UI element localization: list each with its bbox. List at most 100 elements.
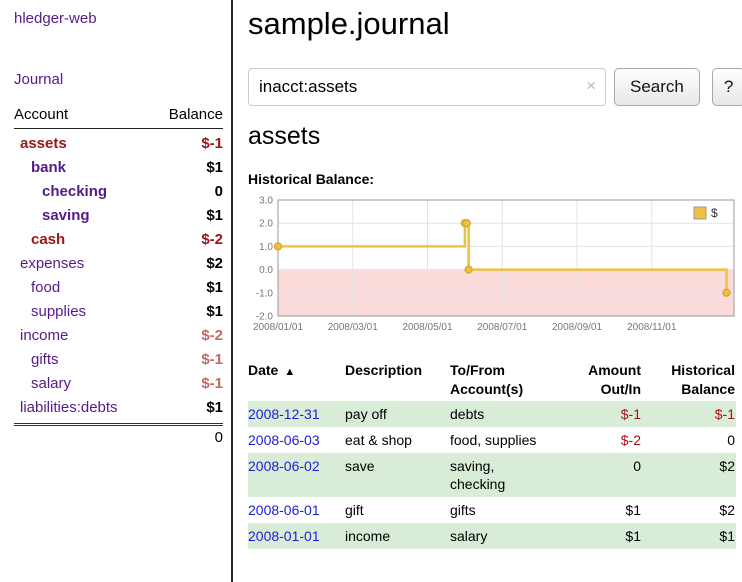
register-row: 2008-06-02 save saving, checking 0 $2 <box>248 453 736 497</box>
data-point-marker <box>464 265 473 274</box>
transaction-balance: $2 <box>719 458 735 474</box>
register-row: 2008-06-03 eat & shop food, supplies $-2 0 <box>248 427 736 453</box>
account-link[interactable]: saving <box>42 207 90 224</box>
accounts-panel: Account Balance assets $-1 bank $1 checking 0… <box>0 106 231 450</box>
svg-text:2008/11/01: 2008/11/01 <box>627 322 677 333</box>
account-balance: $1 <box>206 279 223 296</box>
transaction-amount: $-1 <box>620 406 641 422</box>
transaction-description: save <box>345 458 375 474</box>
data-point-marker <box>273 242 283 251</box>
main-content: sample.journal × Search ? assets Histori… <box>248 0 742 549</box>
account-link[interactable]: food <box>31 279 61 296</box>
transaction-description: income <box>345 528 391 544</box>
account-row: gifts $-1 <box>14 348 223 372</box>
account-row: liabilities:debts $1 <box>14 396 223 420</box>
help-button[interactable]: ? <box>711 68 742 106</box>
account-link[interactable]: income <box>20 327 69 344</box>
transaction-accounts: gifts <box>450 502 476 518</box>
account-row: cash $-2 <box>14 228 223 252</box>
account-balance: $-1 <box>201 135 223 152</box>
chart-container: 3.0 2.0 1.0 0.0 -1.0 -2.0 2008/01/01 2008/03/01… <box>248 195 736 345</box>
clear-search-icon[interactable]: × <box>586 76 596 95</box>
legend-swatch <box>693 206 707 220</box>
account-balance: 0 <box>214 183 223 200</box>
page-title: sample.journal <box>248 6 450 41</box>
account-link[interactable]: checking <box>42 183 108 200</box>
account-link[interactable]: expenses <box>20 255 85 272</box>
account-balance: $1 <box>206 159 223 176</box>
search-bar: × Search ? <box>248 68 742 106</box>
column-header-balance: Historical Balance <box>671 362 735 397</box>
transaction-balance: $-1 <box>714 406 735 422</box>
transaction-balance: $2 <box>719 502 735 518</box>
sidebar-item-journal[interactable]: Journal <box>14 71 64 88</box>
column-header-amount: Amount Out/In <box>588 362 641 397</box>
account-balance: $1 <box>206 207 223 224</box>
transaction-amount: $1 <box>625 502 641 518</box>
search-input[interactable] <box>248 68 606 106</box>
transaction-balance: $1 <box>719 528 735 544</box>
accounts-header: Account Balance <box>14 106 223 129</box>
column-header-date[interactable]: Date ▲ <box>248 361 345 399</box>
account-row: food $1 <box>14 276 223 300</box>
column-header-description: Description <box>345 362 423 378</box>
account-row: saving $1 <box>14 204 223 228</box>
plot-border <box>277 199 735 317</box>
accounts-column-account: Account <box>14 106 69 123</box>
transaction-date-link[interactable]: 2008-01-01 <box>248 528 320 544</box>
account-row: checking 0 <box>14 180 223 204</box>
svg-text:1.0: 1.0 <box>259 242 273 253</box>
chart-title: Historical Balance: <box>248 171 375 187</box>
account-row: expenses $2 <box>14 252 223 276</box>
account-link[interactable]: bank <box>31 159 67 176</box>
account-row: assets $-1 <box>14 132 223 156</box>
data-point-marker <box>722 288 731 297</box>
register-row: 2008-06-01 gift gifts $1 $2 <box>248 497 736 523</box>
transaction-amount: $1 <box>625 528 641 544</box>
transaction-balance: 0 <box>727 432 735 448</box>
account-link[interactable]: gifts <box>31 351 59 368</box>
svg-text:2008/01/01: 2008/01/01 <box>253 322 303 333</box>
account-link[interactable]: salary <box>31 375 72 392</box>
transaction-date-link[interactable]: 2008-12-31 <box>248 406 320 422</box>
transaction-amount: 0 <box>633 458 641 474</box>
sidebar: hledger-web Journal Account Balance asse… <box>0 0 233 582</box>
transaction-description: pay off <box>345 406 387 422</box>
accounts-column-balance: Balance <box>168 106 223 123</box>
sort-ascending-icon: ▲ <box>284 366 296 378</box>
transaction-accounts: food, supplies <box>450 432 537 448</box>
column-header-accounts: To/From Account(s) <box>450 362 524 397</box>
register-table: Date ▲ Description To/From Account(s) Amo… <box>248 361 736 549</box>
svg-text:2008/05/01: 2008/05/01 <box>402 322 452 333</box>
register-header: Date ▲ Description To/From Account(s) Amo… <box>248 361 736 399</box>
account-link[interactable]: supplies <box>31 303 87 320</box>
transaction-accounts: debts <box>450 406 485 422</box>
account-row: salary $-1 <box>14 372 223 396</box>
account-balance: $2 <box>206 255 223 272</box>
register-rows: 2008-12-31 pay off debts $-1 $-1 2008-06-03 ea… <box>248 401 736 549</box>
transaction-date-link[interactable]: 2008-06-03 <box>248 432 320 448</box>
app-title-link[interactable]: hledger-web <box>14 10 97 27</box>
svg-text:2.0: 2.0 <box>259 219 273 230</box>
search-input-wrap: × <box>248 68 606 106</box>
transaction-date-link[interactable]: 2008-06-02 <box>248 458 320 474</box>
account-row: bank $1 <box>14 156 223 180</box>
account-balance: $-2 <box>201 231 223 248</box>
register-row: 2008-12-31 pay off debts $-1 $-1 <box>248 401 736 427</box>
account-heading: assets <box>248 122 321 150</box>
svg-text:-1.0: -1.0 <box>256 288 274 299</box>
transaction-amount: $-2 <box>620 432 641 448</box>
account-balance: $-1 <box>201 351 223 368</box>
svg-text:2008/07/01: 2008/07/01 <box>477 322 527 333</box>
search-button[interactable]: Search <box>614 68 700 106</box>
transaction-description: gift <box>345 502 364 518</box>
account-balance: $-2 <box>201 327 223 344</box>
transaction-accounts: saving, checking <box>450 458 506 492</box>
account-row: supplies $1 <box>14 300 223 324</box>
account-link[interactable]: cash <box>31 231 66 248</box>
transaction-date-link[interactable]: 2008-06-01 <box>248 502 320 518</box>
account-link[interactable]: liabilities:debts <box>20 399 118 416</box>
svg-text:3.0: 3.0 <box>259 196 273 207</box>
account-rows: assets $-1 bank $1 checking 0 saving $1 cash $-2 e… <box>14 132 223 420</box>
account-link[interactable]: assets <box>20 135 67 152</box>
